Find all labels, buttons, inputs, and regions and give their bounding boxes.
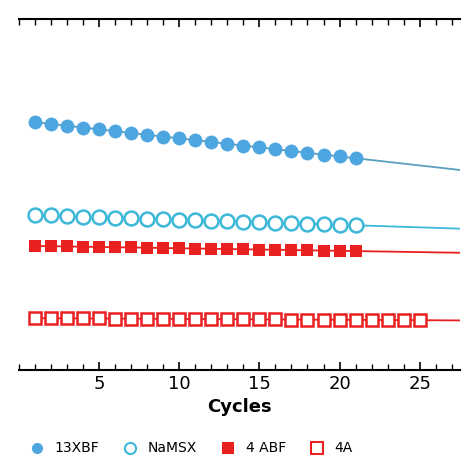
X-axis label: Cycles: Cycles [207, 398, 272, 416]
Legend: 13XBF, NaMSX, 4 ABF, 4A: 13XBF, NaMSX, 4 ABF, 4A [17, 436, 358, 461]
